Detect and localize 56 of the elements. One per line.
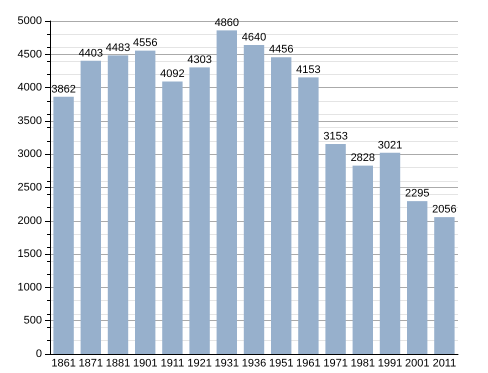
data-label: 4640 bbox=[242, 31, 266, 44]
y-tick-label: 0 bbox=[36, 348, 42, 360]
bar bbox=[53, 96, 74, 354]
y-tick-label: 500 bbox=[24, 314, 42, 327]
data-label: 4456 bbox=[268, 44, 294, 56]
y-tick-label: 5000 bbox=[18, 15, 42, 27]
x-tick-label: 1921 bbox=[187, 358, 212, 370]
y-tick-label: 3500 bbox=[18, 114, 42, 127]
bar bbox=[135, 50, 156, 354]
y-tick-label: 1000 bbox=[18, 281, 42, 294]
data-label: 4092 bbox=[160, 68, 185, 80]
x-tick-label: 1881 bbox=[106, 358, 130, 370]
y-tick-label: 2500 bbox=[18, 182, 42, 194]
y-tick-label: 1500 bbox=[18, 248, 42, 260]
y-tick-label: 3000 bbox=[18, 148, 42, 160]
bar bbox=[380, 152, 400, 354]
x-tick-label: 1901 bbox=[132, 358, 158, 370]
x-tick-label: 1871 bbox=[78, 358, 104, 370]
data-label: 4556 bbox=[132, 37, 158, 50]
data-label: 4403 bbox=[78, 47, 104, 60]
x-tick-label: 1861 bbox=[51, 358, 76, 370]
x-tick-label: 1961 bbox=[296, 358, 321, 370]
y-tick-label: 4000 bbox=[18, 82, 42, 94]
x-tick-label: 1971 bbox=[323, 358, 348, 370]
data-label: 2828 bbox=[350, 152, 376, 164]
bar bbox=[189, 67, 210, 354]
bar bbox=[216, 30, 237, 354]
x-tick-label: 1981 bbox=[350, 358, 376, 370]
x-tick-label: 2011 bbox=[432, 358, 456, 370]
bar bbox=[108, 55, 128, 354]
bar bbox=[407, 201, 428, 354]
x-tick-label: 2001 bbox=[404, 358, 430, 370]
x-tick-label: 1991 bbox=[378, 358, 402, 370]
bar bbox=[271, 57, 292, 354]
bar bbox=[244, 44, 264, 354]
data-label: 4303 bbox=[187, 54, 212, 66]
data-label: 4153 bbox=[296, 64, 321, 76]
bar bbox=[80, 60, 101, 354]
bar bbox=[162, 81, 183, 354]
data-label: 3862 bbox=[51, 83, 76, 96]
data-label: 4483 bbox=[106, 42, 130, 54]
data-label: 3021 bbox=[378, 139, 402, 152]
bar bbox=[325, 144, 346, 354]
x-tick-label: 1911 bbox=[160, 358, 184, 370]
bar bbox=[352, 166, 373, 354]
data-label: 4860 bbox=[214, 16, 240, 29]
x-tick-label: 1951 bbox=[268, 358, 294, 370]
x-tick-label: 1936 bbox=[242, 358, 266, 370]
bar bbox=[434, 217, 455, 354]
data-label: 2056 bbox=[432, 204, 457, 216]
data-label: 2295 bbox=[404, 188, 430, 200]
y-tick-label: 4500 bbox=[18, 48, 42, 60]
bar bbox=[298, 77, 319, 354]
data-label: 3153 bbox=[323, 130, 348, 143]
x-tick-label: 1931 bbox=[214, 358, 240, 370]
y-tick-label: 2000 bbox=[18, 214, 42, 227]
